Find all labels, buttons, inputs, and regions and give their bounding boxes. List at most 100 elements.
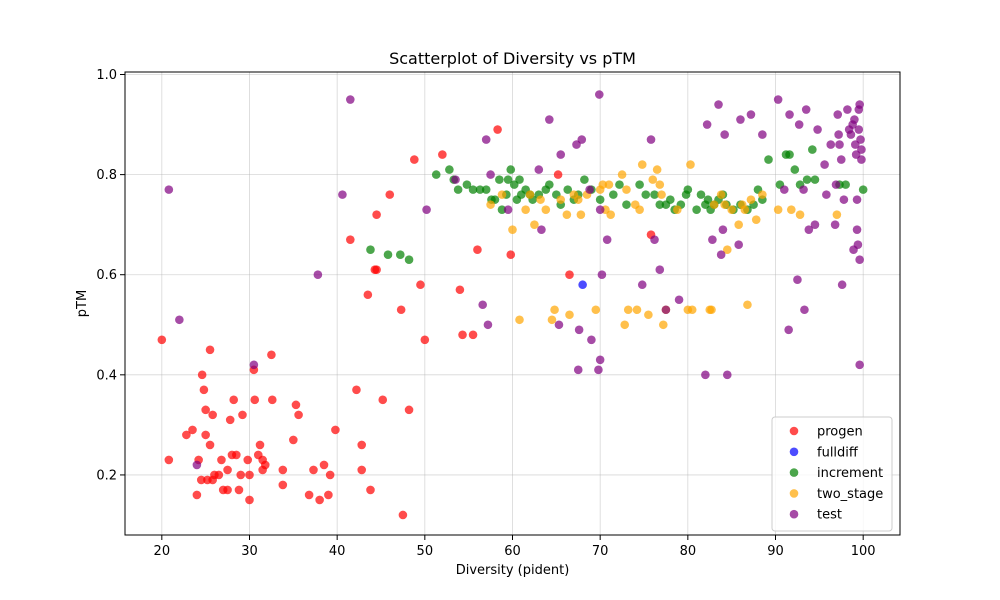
data-point — [764, 155, 773, 164]
data-point — [635, 205, 644, 214]
data-point — [250, 395, 260, 405]
data-point — [622, 200, 631, 209]
data-point — [673, 205, 682, 214]
series-test — [164, 90, 866, 470]
data-point — [597, 270, 607, 280]
data-point — [855, 360, 864, 370]
data-point — [175, 315, 184, 325]
data-point — [793, 275, 802, 285]
data-point — [304, 490, 314, 500]
data-point — [734, 240, 743, 249]
data-point — [363, 290, 373, 300]
data-point — [481, 185, 491, 194]
data-point — [574, 325, 584, 335]
data-point — [192, 490, 202, 500]
data-point — [521, 205, 530, 214]
data-point — [315, 495, 324, 505]
series-two_stage — [486, 160, 842, 330]
data-point — [278, 480, 288, 490]
data-point — [578, 280, 587, 290]
x-tick-label: 20 — [154, 544, 171, 559]
data-point — [836, 155, 846, 164]
data-point — [473, 245, 482, 254]
data-point — [236, 470, 246, 480]
data-point — [683, 185, 693, 194]
data-point — [773, 205, 783, 214]
legend-marker — [789, 447, 799, 457]
data-point — [853, 240, 863, 249]
data-point — [746, 195, 756, 204]
data-point — [831, 180, 841, 189]
data-point — [294, 410, 303, 420]
data-point — [785, 110, 794, 119]
data-point — [687, 305, 697, 315]
data-point — [740, 205, 750, 214]
data-point — [565, 310, 574, 320]
data-point — [458, 330, 467, 340]
data-point — [196, 475, 206, 485]
data-point — [790, 165, 800, 174]
data-point — [830, 220, 840, 229]
data-point — [225, 415, 235, 425]
x-tick-label: 40 — [329, 544, 346, 559]
data-point — [545, 115, 554, 124]
data-point — [722, 370, 732, 380]
data-point — [644, 310, 653, 320]
data-point — [503, 175, 513, 184]
data-point — [338, 190, 347, 199]
data-point — [820, 160, 829, 169]
data-point — [481, 135, 491, 144]
data-point — [422, 205, 431, 214]
data-point — [784, 325, 793, 335]
data-point — [591, 305, 601, 315]
data-point — [319, 460, 329, 470]
data-point — [378, 395, 388, 405]
data-point — [652, 165, 662, 174]
data-point — [398, 510, 408, 520]
data-point — [291, 400, 301, 410]
data-point — [822, 190, 831, 199]
data-point — [352, 385, 361, 395]
data-point — [366, 485, 375, 495]
data-point — [813, 125, 822, 134]
data-point — [497, 190, 507, 199]
data-point — [785, 150, 794, 159]
data-point — [515, 175, 524, 184]
data-point — [743, 300, 752, 310]
data-point — [835, 140, 844, 149]
y-tick-label: 0.6 — [96, 268, 117, 283]
data-point — [372, 265, 381, 275]
data-point — [580, 175, 589, 184]
data-point — [692, 205, 701, 214]
data-point — [709, 200, 719, 209]
data-point — [794, 120, 804, 129]
data-point — [800, 305, 809, 315]
data-point — [655, 200, 665, 209]
data-point — [508, 225, 517, 234]
data-point — [843, 105, 852, 114]
data-point — [758, 190, 767, 199]
data-point — [525, 190, 535, 199]
data-point — [846, 130, 856, 139]
data-point — [346, 235, 355, 244]
data-point — [208, 410, 217, 420]
legend-marker — [789, 489, 799, 498]
data-point — [201, 430, 210, 440]
data-point — [701, 370, 710, 380]
data-point — [223, 485, 232, 495]
data-point — [751, 215, 761, 224]
data-point — [267, 395, 277, 405]
data-point — [232, 450, 241, 460]
data-point — [854, 125, 864, 134]
data-point — [650, 235, 659, 244]
data-point — [497, 205, 507, 214]
data-point — [420, 335, 430, 345]
data-point — [795, 210, 805, 219]
data-point — [594, 365, 603, 375]
data-point — [703, 195, 713, 204]
data-point — [214, 470, 224, 480]
data-point — [716, 250, 726, 259]
data-point — [537, 225, 546, 234]
data-point — [205, 440, 215, 450]
